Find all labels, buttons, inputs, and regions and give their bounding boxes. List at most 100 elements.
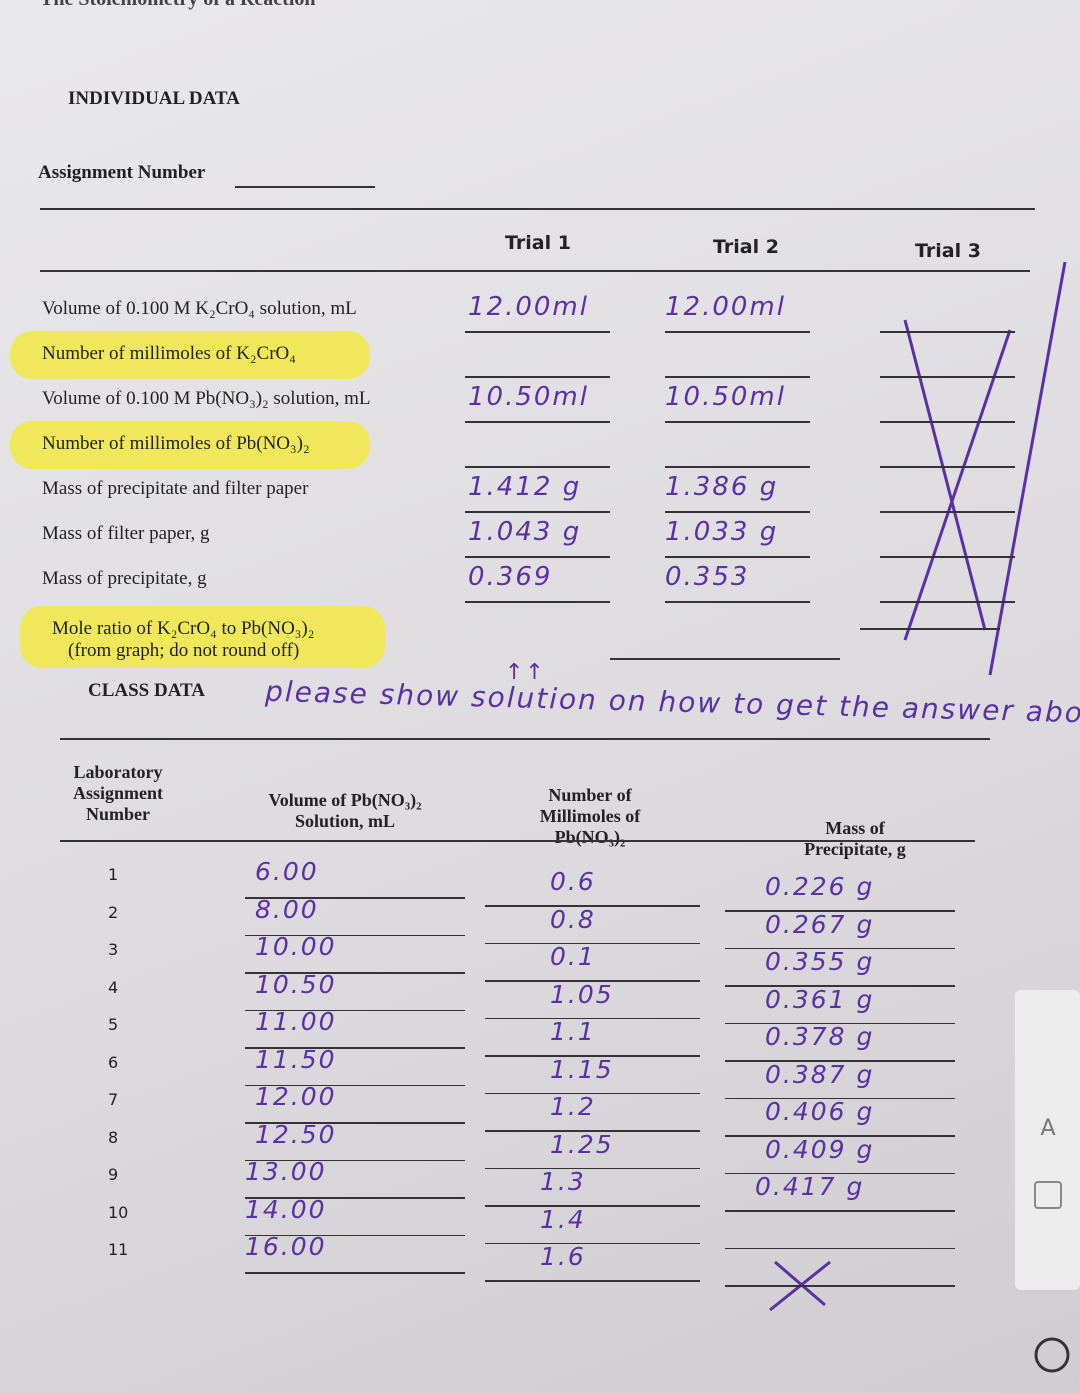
rule	[60, 738, 990, 740]
handwritten-value: 12.00ml	[665, 292, 786, 322]
rule	[665, 421, 810, 423]
handwritten-value: 0.387 g	[765, 1059, 875, 1089]
handwritten-value: 11.50	[255, 1044, 337, 1074]
rule	[725, 1022, 955, 1024]
rule	[485, 1017, 700, 1019]
handwritten-value: 0.226 g	[765, 872, 875, 901]
highlight	[20, 606, 385, 668]
rule	[485, 905, 700, 907]
row-number: 2	[108, 902, 119, 922]
rule	[725, 1097, 955, 1099]
trial-header: Trial 1	[505, 232, 571, 254]
rule	[245, 934, 465, 936]
handwritten-value: 16.00	[245, 1232, 327, 1261]
handwritten-value: 1.05	[550, 979, 614, 1009]
rule	[665, 466, 810, 468]
handwritten-value: 1.043 g	[468, 517, 582, 547]
svg-text:A: A	[1040, 1116, 1055, 1141]
rule	[725, 1210, 955, 1212]
handwritten-value: 1.25	[550, 1129, 614, 1159]
row-note: (from graph; do not round off)	[68, 640, 300, 661]
handwritten-value: 10.00	[255, 932, 337, 961]
handwritten-value: 1.6	[540, 1242, 586, 1271]
handwritten-value: 1.3	[540, 1167, 586, 1196]
handwritten-value: 1.15	[550, 1054, 614, 1084]
handwritten-value: 0.369	[468, 562, 553, 592]
rule	[245, 1122, 465, 1124]
rule	[235, 186, 375, 188]
row-number: 4	[108, 977, 119, 997]
handwritten-value: 14.00	[245, 1194, 327, 1224]
section-title: CLASS DATA	[88, 680, 206, 701]
rule	[665, 511, 810, 513]
handwritten-value: 1.1	[550, 1017, 596, 1046]
handwritten-value: 10.50	[255, 969, 337, 999]
rule	[880, 601, 1015, 603]
rule	[465, 331, 610, 333]
rule	[465, 511, 610, 513]
rule	[725, 1060, 955, 1062]
handwritten-value: 10.50ml	[468, 382, 589, 412]
rule	[725, 985, 955, 987]
handwritten-value: 1.033 g	[665, 517, 779, 547]
rule	[880, 331, 1015, 333]
header-title: The Stoichiometry of a Reaction	[40, 0, 316, 11]
row-label: Volume of 0.100 M Pb(NO₃)₂ solution, mL	[42, 388, 371, 409]
rule	[665, 601, 810, 603]
rule	[40, 270, 1030, 272]
rule	[880, 556, 1015, 558]
handwritten-value: 0.355 g	[765, 947, 875, 976]
rule	[245, 1197, 465, 1199]
handwritten-value: 0.417 g	[755, 1172, 865, 1201]
rule	[245, 1159, 465, 1161]
column-header: Volume of Pb(NO₃)₂ Solution, mL	[268, 790, 422, 831]
rule	[465, 421, 610, 423]
handwritten-value: 0.1	[550, 942, 596, 971]
rule	[245, 1047, 465, 1049]
row-number: 10	[108, 1202, 129, 1222]
row-number: 7	[108, 1090, 119, 1109]
rule	[40, 208, 1035, 210]
row-number: 8	[108, 1127, 119, 1147]
row-number: 5	[108, 1015, 119, 1034]
rule	[880, 376, 1015, 378]
row-label: Mole ratio of K₂CrO₄ to Pb(NO₃)₂	[52, 618, 315, 639]
handwritten-value: 0.409 g	[765, 1134, 875, 1164]
rule	[60, 840, 975, 842]
rule	[880, 466, 1015, 468]
handwritten-value: 0.353	[665, 562, 750, 592]
handwritten-value: 1.386 g	[665, 472, 779, 502]
row-number: 6	[108, 1052, 119, 1072]
handwritten-value: 0.406 g	[765, 1097, 875, 1126]
rule	[880, 421, 1015, 423]
rule	[485, 942, 700, 944]
rule	[245, 972, 465, 974]
rule	[725, 947, 955, 949]
rule	[725, 1135, 955, 1137]
trial-header: Trial 3	[915, 240, 981, 262]
rule	[725, 1247, 955, 1249]
row-label: Number of millimoles of Pb(NO₃)₂	[42, 433, 310, 454]
rule	[485, 980, 700, 982]
arrows: ↑↑	[505, 660, 546, 685]
handwritten-value: 0.378 g	[765, 1022, 875, 1051]
rule	[665, 376, 810, 378]
rule	[465, 466, 610, 468]
row-label: Mass of precipitate, g	[42, 568, 207, 589]
handwritten-value: 1.2	[550, 1092, 596, 1121]
row-label: Number of millimoles of K₂CrO₄	[42, 343, 296, 364]
rule	[465, 376, 610, 378]
handwritten-value: 1.4	[540, 1204, 586, 1234]
rule	[245, 1234, 465, 1236]
handwritten-value: 0.361 g	[765, 984, 875, 1014]
rule	[485, 1055, 700, 1057]
row-number: 1	[108, 865, 119, 884]
column-header: Mass of Precipitate, g	[804, 818, 906, 859]
handwritten-value: 12.00ml	[468, 292, 589, 322]
rule	[725, 910, 955, 912]
rule	[245, 1272, 465, 1274]
rule	[665, 331, 810, 333]
rule	[725, 1172, 955, 1174]
handwritten-value: 12.50	[255, 1119, 337, 1149]
